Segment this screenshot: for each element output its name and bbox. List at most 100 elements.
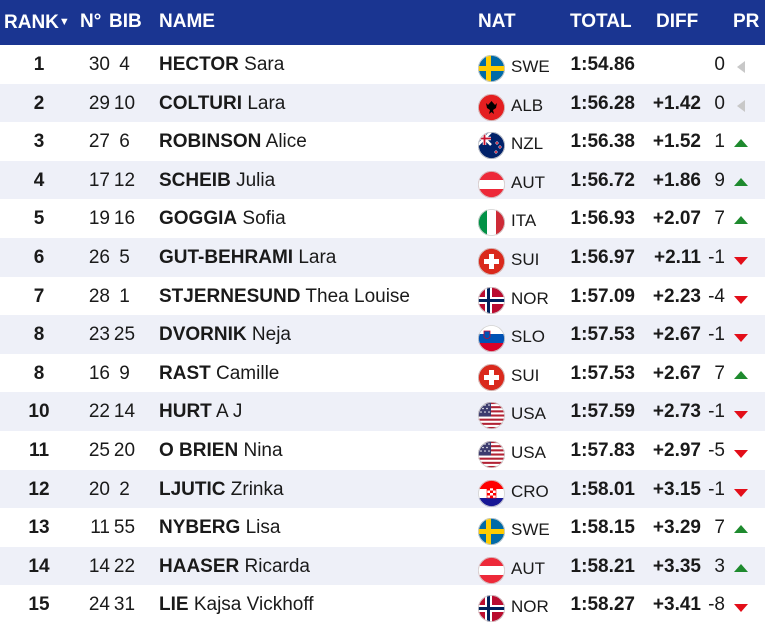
athlete-last-name: STJERNESUND bbox=[159, 285, 301, 307]
flag-icon bbox=[478, 441, 505, 468]
athlete-name[interactable]: DVORNIK Neja bbox=[159, 315, 291, 354]
nation-cell: NZL bbox=[511, 134, 544, 154]
start-number-cell: 29 bbox=[88, 92, 110, 114]
position-change-cell: 1 bbox=[714, 131, 725, 153]
athlete-name[interactable]: ROBINSON Alice bbox=[159, 122, 307, 161]
diff-column-header[interactable]: DIFF bbox=[656, 11, 699, 32]
position-change-cell: 0 bbox=[714, 92, 725, 114]
rank-cell: 15 bbox=[28, 594, 50, 616]
sort-down-icon[interactable]: ▼ bbox=[58, 16, 70, 28]
start-number-cell: 19 bbox=[88, 208, 110, 230]
flag-icon bbox=[478, 55, 505, 82]
diff-cell: +1.86 bbox=[652, 169, 701, 191]
athlete-name[interactable]: STJERNESUND Thea Louise bbox=[159, 277, 410, 316]
athlete-first-name: Sofia bbox=[242, 208, 286, 230]
start-number-cell: 30 bbox=[88, 54, 110, 75]
diff-cell: +1.42 bbox=[652, 92, 701, 114]
athlete-first-name: Sara bbox=[244, 54, 285, 75]
table-row[interactable]: 3 27 6 ROBINSON Alice NZL 1:56.38 +1.52 1 bbox=[0, 122, 765, 161]
name-column-header[interactable]: NAME bbox=[159, 11, 215, 32]
table-row[interactable]: 6 26 5 GUT-BEHRAMI Lara SUI 1:56.97 +2.11 -1 bbox=[0, 238, 765, 277]
start-number-cell: 24 bbox=[88, 594, 110, 616]
bib-cell: 6 bbox=[119, 131, 130, 153]
nation-cell: CRO bbox=[511, 481, 549, 501]
athlete-name[interactable]: GOGGIA Sofia bbox=[159, 199, 286, 238]
bib-column-header[interactable]: BIB bbox=[109, 11, 142, 32]
rank-cell: 3 bbox=[33, 131, 45, 153]
athlete-first-name: Camille bbox=[216, 362, 280, 384]
arrow-up-icon bbox=[733, 135, 749, 149]
nation-cell: USA bbox=[511, 404, 546, 424]
position-change-cell: 7 bbox=[714, 208, 725, 230]
bib-cell: 12 bbox=[113, 169, 136, 191]
table-row[interactable]: 8 16 9 RAST Camille SUI 1:57.53 +2.67 7 bbox=[0, 354, 765, 393]
bib-cell: 16 bbox=[113, 208, 136, 230]
table-row[interactable]: 7 28 1 STJERNESUND Thea Louise NOR 1:57.09 +2.… bbox=[0, 277, 765, 316]
total-time-cell: 1:58.01 bbox=[570, 478, 635, 500]
rank-cell: 6 bbox=[33, 247, 45, 268]
pr-column-header[interactable]: PR bbox=[733, 11, 760, 32]
diff-cell: +2.67 bbox=[652, 362, 701, 384]
table-row[interactable]: 2 29 10 COLTURI Lara ALB 1:56.28 +1.42 0 bbox=[0, 83, 765, 123]
athlete-name[interactable]: HECTOR Sara bbox=[159, 45, 284, 84]
nation-column-header[interactable]: NAT bbox=[478, 11, 516, 32]
athlete-name[interactable]: RAST Camille bbox=[159, 354, 279, 393]
start-number-cell: 27 bbox=[88, 131, 110, 153]
total-column-header[interactable]: TOTAL bbox=[570, 11, 632, 32]
flag-icon bbox=[478, 248, 505, 275]
athlete-name[interactable]: LJUTIC Zrinka bbox=[159, 470, 284, 509]
table-row[interactable]: 14 14 22 HAASER Ricarda AUT 1:58.21 +3.35 3 bbox=[0, 546, 765, 586]
athlete-first-name: Lisa bbox=[245, 517, 281, 539]
rank-cell: 8 bbox=[33, 324, 45, 346]
arrow-down-icon bbox=[733, 328, 749, 343]
start-number-cell: 28 bbox=[88, 285, 110, 307]
athlete-name[interactable]: LIE Kajsa Vickhoff bbox=[159, 585, 314, 624]
athlete-name[interactable]: COLTURI Lara bbox=[159, 84, 285, 123]
total-time-cell: 1:56.97 bbox=[570, 247, 635, 268]
bib-cell: 14 bbox=[113, 401, 136, 423]
nation-cell: AUT bbox=[511, 172, 545, 192]
athlete-name[interactable]: SCHEIB Julia bbox=[159, 161, 275, 200]
table-row[interactable]: 13 11 55 NYBERG Lisa SWE 1:58.15 +3.29 7 bbox=[0, 508, 765, 547]
athlete-name[interactable]: HAASER Ricarda bbox=[159, 547, 310, 586]
table-row[interactable]: 15 24 31 LIE Kajsa Vickhoff NOR 1:58.27 +3.41-… bbox=[0, 585, 765, 624]
arrow-down-icon bbox=[733, 405, 749, 420]
rank-column-header[interactable]: RANK▼ bbox=[4, 12, 70, 33]
athlete-last-name: SCHEIB bbox=[159, 169, 231, 191]
total-time-cell: 1:56.93 bbox=[570, 208, 635, 230]
bib-cell: 31 bbox=[113, 594, 136, 616]
position-change-cell: 0 bbox=[714, 54, 725, 75]
table-row[interactable]: 12 20 2 LJUTIC Zrinka CRO 1:58.01 +3.15 -1 bbox=[0, 469, 765, 509]
athlete-last-name: HECTOR bbox=[159, 54, 239, 75]
arrow-left-icon bbox=[733, 97, 749, 112]
table-row[interactable]: 5 19 16 GOGGIA Sofia ITA 1:56.93 +2.07 7 bbox=[0, 199, 765, 238]
rank-cell: 7 bbox=[33, 285, 45, 307]
diff-cell: +2.11 bbox=[653, 247, 701, 268]
nation-cell: SLO bbox=[511, 327, 546, 347]
athlete-name[interactable]: O BRIEN Nina bbox=[159, 431, 283, 470]
start-number-cell: 26 bbox=[88, 247, 110, 268]
athlete-name[interactable]: GUT-BEHRAMI Lara bbox=[159, 238, 336, 277]
rank-cell: 12 bbox=[28, 478, 50, 500]
athlete-last-name: HAASER bbox=[159, 555, 240, 577]
number-column-header[interactable]: N° bbox=[80, 11, 102, 32]
rank-cell: 1 bbox=[33, 54, 45, 75]
table-row[interactable]: 8 23 25 DVORNIK Neja SLO 1:57.53 +2.67 -1 bbox=[0, 315, 765, 354]
diff-cell: +3.15 bbox=[652, 478, 701, 500]
arrow-up-icon bbox=[733, 521, 749, 535]
diff-cell: +3.41 bbox=[652, 594, 701, 616]
table-row[interactable]: 10 22 14 HURT A J USA 1:57.59 +2.73 -1 bbox=[0, 392, 765, 431]
total-time-cell: 1:56.38 bbox=[570, 131, 635, 153]
athlete-name[interactable]: NYBERG Lisa bbox=[159, 508, 280, 547]
rank-cell: 5 bbox=[33, 208, 45, 230]
table-row[interactable]: 4 17 12 SCHEIB Julia AUT 1:56.72 +1.86 9 bbox=[0, 160, 765, 200]
rank-cell: 11 bbox=[28, 440, 50, 461]
athlete-name[interactable]: HURT A J bbox=[159, 392, 242, 431]
athlete-last-name: RAST bbox=[159, 362, 211, 384]
athlete-last-name: GOGGIA bbox=[159, 208, 238, 230]
table-row[interactable]: 1 30 4 HECTOR Sara SWE 1:54.86 0 bbox=[0, 45, 765, 84]
arrow-down-icon bbox=[733, 251, 749, 265]
athlete-last-name: COLTURI bbox=[159, 92, 243, 114]
table-row[interactable]: 11 25 20 O BRIEN Nina USA 1:57.83 +2.97 -5 bbox=[0, 431, 765, 470]
athlete-first-name: Ricarda bbox=[244, 555, 310, 577]
